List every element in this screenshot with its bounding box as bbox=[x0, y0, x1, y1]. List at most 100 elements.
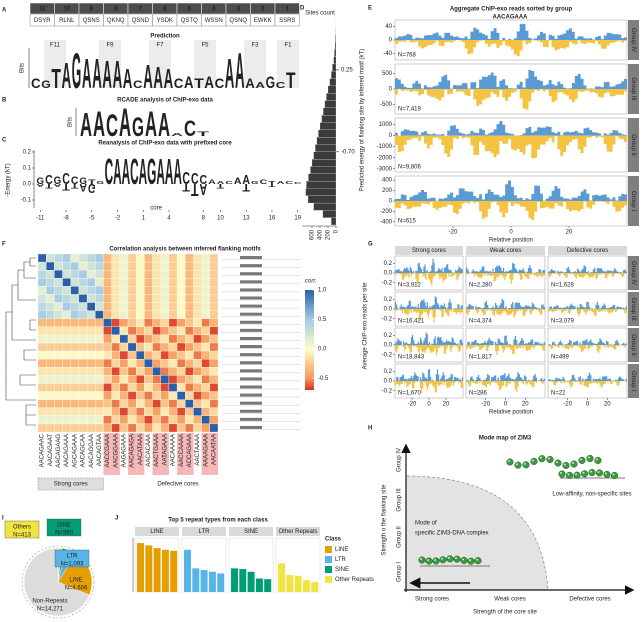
logo-letter: T bbox=[242, 181, 250, 194]
heatmap-cell-decor bbox=[62, 350, 71, 360]
heatmap-cell-decor bbox=[46, 294, 55, 303]
heatmap-cell-decor bbox=[54, 334, 63, 344]
heatmap-cell-decor bbox=[54, 270, 63, 279]
heatmap-cell-decor bbox=[95, 326, 104, 336]
heatmap-cell-decor bbox=[95, 294, 104, 303]
panel-title: RCADE analysis of ChIP-exo data bbox=[117, 98, 213, 104]
heatmap-cell-decor bbox=[152, 399, 161, 408]
zinc-finger-decor bbox=[610, 471, 619, 480]
heatmap-cell-decor bbox=[111, 326, 120, 336]
read-profile-decor bbox=[548, 265, 627, 273]
heatmap-cell-decor bbox=[168, 326, 178, 336]
heatmap-cell-decor bbox=[111, 310, 120, 319]
y-tick-label: 1000 bbox=[379, 122, 393, 128]
y-tick-label: 200 bbox=[382, 188, 393, 194]
x-tick-label: 0 bbox=[427, 402, 431, 408]
heatmap-cell-decor bbox=[144, 326, 153, 336]
core-label: Weak cores bbox=[494, 597, 526, 603]
zinc-finger-decor bbox=[506, 458, 514, 466]
heatmap-cell-decor bbox=[201, 286, 210, 295]
slice-name: LINE bbox=[69, 578, 82, 584]
heatmap-cell-decor bbox=[209, 415, 219, 425]
heatmap-cell-decor bbox=[62, 326, 71, 336]
n-label: N=1,670 bbox=[398, 391, 422, 397]
finger-number: 8 bbox=[114, 7, 118, 13]
read-profile-decor bbox=[548, 372, 627, 381]
motif-logo-decor bbox=[240, 369, 262, 373]
heatmap-cell-decor bbox=[70, 415, 80, 425]
panel-title: Top 5 repeat types from each class bbox=[168, 518, 268, 524]
heatmap-cell-decor bbox=[62, 318, 71, 327]
zinc-finger-decor bbox=[575, 473, 577, 476]
heatmap-cell-decor bbox=[193, 399, 202, 408]
heatmap-cell-decor bbox=[209, 391, 219, 400]
x-tick-label: AACAGTAA bbox=[97, 434, 103, 466]
histogram-bar bbox=[322, 210, 337, 218]
heatmap-cell-decor bbox=[127, 342, 137, 352]
heatmap-cell-decor bbox=[111, 391, 120, 400]
y-tick-label: 0 bbox=[389, 87, 393, 93]
read-profile-decor bbox=[466, 298, 545, 309]
heatmap-cell-decor bbox=[136, 261, 145, 271]
heatmap-cell-decor bbox=[54, 310, 63, 319]
n-label: N=9,806 bbox=[398, 165, 422, 171]
heatmap-cell-decor bbox=[70, 278, 80, 287]
heatmap-cell-decor bbox=[46, 342, 55, 352]
heatmap-cell-decor bbox=[185, 318, 194, 327]
heatmap-cell-decor bbox=[119, 399, 129, 408]
zinc-finger-decor bbox=[558, 470, 566, 478]
read-profile-decor bbox=[466, 345, 545, 355]
heatmap-cell-decor bbox=[201, 318, 210, 327]
x-tick-label: AACAAAAA bbox=[171, 434, 177, 466]
logo-letter: A bbox=[277, 180, 285, 185]
heatmap-cell-decor bbox=[136, 407, 145, 416]
heatmap-cell-decor bbox=[160, 415, 170, 425]
heatmap-cell-decor bbox=[168, 407, 178, 416]
facet-strip-label: Defective cores bbox=[567, 248, 608, 254]
axis-title: Relative position bbox=[489, 238, 533, 244]
heatmap-cell-decor bbox=[144, 261, 153, 271]
heatmap-cell-decor bbox=[62, 286, 71, 295]
heatmap-cell-decor bbox=[185, 334, 194, 344]
heatmap-cell-decor bbox=[37, 350, 47, 360]
histogram-bar bbox=[334, 49, 337, 57]
heatmap-cell-decor bbox=[193, 286, 202, 295]
zinc-finger-decor bbox=[603, 470, 611, 479]
x-tick-label: 400 bbox=[318, 229, 324, 240]
heatmap-cell-decor bbox=[95, 270, 104, 279]
heatmap-cell-decor bbox=[201, 310, 210, 319]
n-label: N=4,374 bbox=[469, 319, 493, 325]
facet-strip bbox=[135, 527, 179, 536]
logo-letter: C bbox=[174, 76, 184, 91]
heatmap-cell-decor bbox=[185, 359, 194, 368]
zinc-finger-decor bbox=[595, 469, 604, 477]
zinc-finger-decor bbox=[418, 556, 426, 564]
heatmap-cell-decor bbox=[62, 310, 71, 319]
heatmap-cell-decor bbox=[86, 407, 96, 416]
heatmap-cell-decor bbox=[193, 407, 202, 416]
x-tick-label: 200 bbox=[326, 229, 332, 240]
heatmap-cell-decor bbox=[185, 294, 194, 303]
heatmap-cell-decor bbox=[119, 391, 129, 400]
axis-title: Strength of the core site bbox=[473, 610, 537, 616]
heatmap-cell-decor bbox=[111, 342, 120, 352]
y-tick-label: -0.70 bbox=[341, 149, 355, 155]
heatmap-cell-decor bbox=[152, 391, 161, 400]
read-profile-decor bbox=[466, 309, 545, 318]
heatmap-cell-decor bbox=[62, 391, 71, 400]
heatmap-cell-decor bbox=[103, 391, 112, 400]
x-tick-label: 10 bbox=[217, 216, 224, 222]
heatmap-cell-decor bbox=[168, 391, 178, 400]
histogram-bar bbox=[313, 151, 337, 160]
heatmap-cell-decor bbox=[95, 318, 104, 327]
heatmap-cell-decor bbox=[78, 423, 88, 433]
heatmap-cell-decor bbox=[144, 383, 153, 392]
read-profile-decor bbox=[395, 135, 627, 159]
heatmap-cell-decor bbox=[54, 278, 63, 287]
heatmap-cell-decor bbox=[95, 383, 104, 392]
colorbar-tick-label: 0.0 bbox=[318, 346, 327, 352]
heatmap-cell-decor bbox=[86, 342, 96, 352]
heatmap-cell-decor bbox=[144, 270, 153, 279]
logo-letter: T bbox=[88, 179, 96, 186]
legend-title: corr. bbox=[305, 279, 317, 285]
